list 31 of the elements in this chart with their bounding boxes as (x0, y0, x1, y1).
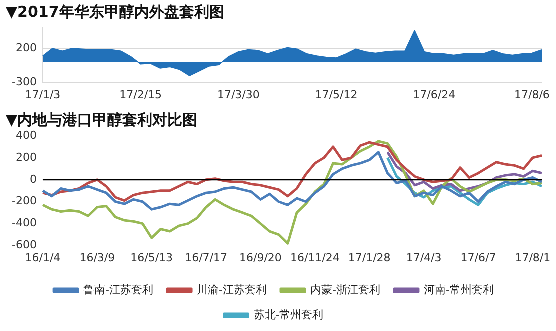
x-tick-label: 16/7/17 (185, 251, 228, 264)
chart-title: ▼2017年华东甲醇内外盘套利图 (6, 2, 224, 21)
x-tick-label: 16/1/4 (25, 251, 61, 264)
y-tick-label: -400 (12, 216, 37, 230)
x-tick-label: 16/9/20 (240, 251, 282, 264)
x-tick-label: 16/3/9 (80, 251, 116, 264)
y-tick-label: -300 (12, 76, 37, 89)
x-tick-label: 17/3/30 (217, 88, 260, 102)
chart-title: ▼内地与港口甲醇套利对比图 (6, 110, 198, 129)
x-tick-label: 17/5/12 (315, 88, 358, 102)
y-tick-label: 0 (30, 172, 37, 186)
x-tick-label: 17/4/3 (406, 251, 442, 264)
x-tick-label: 17/8/6 (514, 88, 550, 102)
legend-label: 河南-常州套利 (424, 283, 494, 296)
legend-label: 内蒙-浙江套利 (310, 283, 380, 296)
x-tick-label: 17/6/7 (460, 251, 496, 264)
y-tick-label: -200 (12, 194, 37, 208)
x-tick-label: 16/5/13 (130, 251, 174, 264)
x-tick-label: 17/8/1 (515, 251, 551, 264)
x-tick-label: 17/1/3 (25, 88, 61, 102)
x-tick-label: 17/6/24 (413, 88, 456, 102)
y-tick-label: 200 (16, 41, 37, 54)
legend-label: 鲁南-江苏套利 (84, 283, 154, 296)
x-tick-label: 16/11/24 (290, 251, 340, 264)
legend-label: 川渝-江苏套利 (197, 283, 268, 296)
y-tick-label: 200 (16, 150, 37, 164)
y-tick-label: -600 (12, 238, 37, 252)
legend-label: 苏北-常州套利 (254, 308, 324, 322)
y-tick-label: 400 (16, 128, 37, 142)
x-tick-label: 17/2/15 (120, 88, 162, 102)
x-tick-label: 17/1/28 (348, 251, 391, 264)
